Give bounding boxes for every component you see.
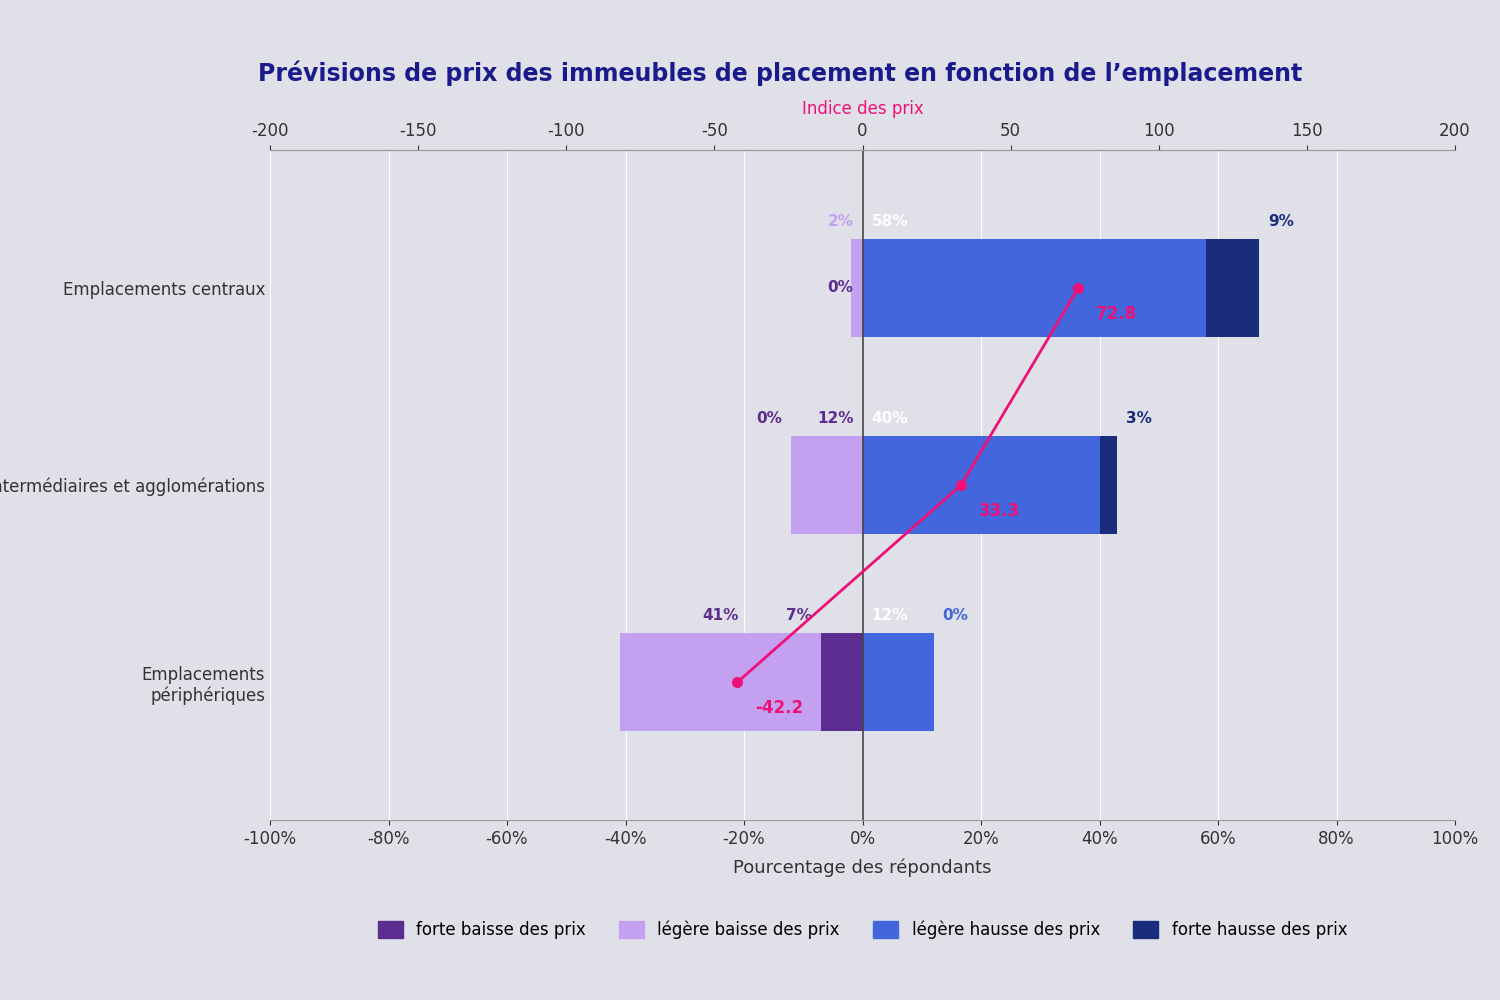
Text: Prévisions de prix des immeubles de placement en fonction de l’emplacement: Prévisions de prix des immeubles de plac… <box>258 60 1302 86</box>
Text: 33.3: 33.3 <box>980 502 1020 520</box>
Bar <box>1206 239 1260 337</box>
Bar <box>862 633 933 731</box>
Text: 72.8: 72.8 <box>1096 305 1137 323</box>
Bar <box>792 436 862 534</box>
Text: 40%: 40% <box>871 411 907 426</box>
Text: 0%: 0% <box>756 411 783 426</box>
Text: 7%: 7% <box>786 608 812 623</box>
Text: 3%: 3% <box>1126 411 1152 426</box>
Legend: forte baisse des prix, légère baisse des prix, légère hausse des prix, forte hau: forte baisse des prix, légère baisse des… <box>370 914 1354 946</box>
Text: 9%: 9% <box>1269 214 1294 229</box>
Text: 58%: 58% <box>871 214 907 229</box>
X-axis label: Indice des prix: Indice des prix <box>801 100 924 118</box>
Bar <box>862 239 1206 337</box>
Text: 12%: 12% <box>818 411 854 426</box>
Text: 41%: 41% <box>702 608 738 623</box>
Text: 12%: 12% <box>871 608 907 623</box>
Text: -42.2: -42.2 <box>756 699 804 717</box>
X-axis label: Pourcentage des répondants: Pourcentage des répondants <box>734 859 992 877</box>
Text: 2%: 2% <box>828 214 854 229</box>
Bar <box>620 633 821 731</box>
Bar <box>821 633 862 731</box>
Text: 0%: 0% <box>828 280 854 295</box>
Text: 0%: 0% <box>942 608 969 623</box>
Bar <box>1100 436 1118 534</box>
Bar <box>862 436 1100 534</box>
Bar <box>850 239 862 337</box>
